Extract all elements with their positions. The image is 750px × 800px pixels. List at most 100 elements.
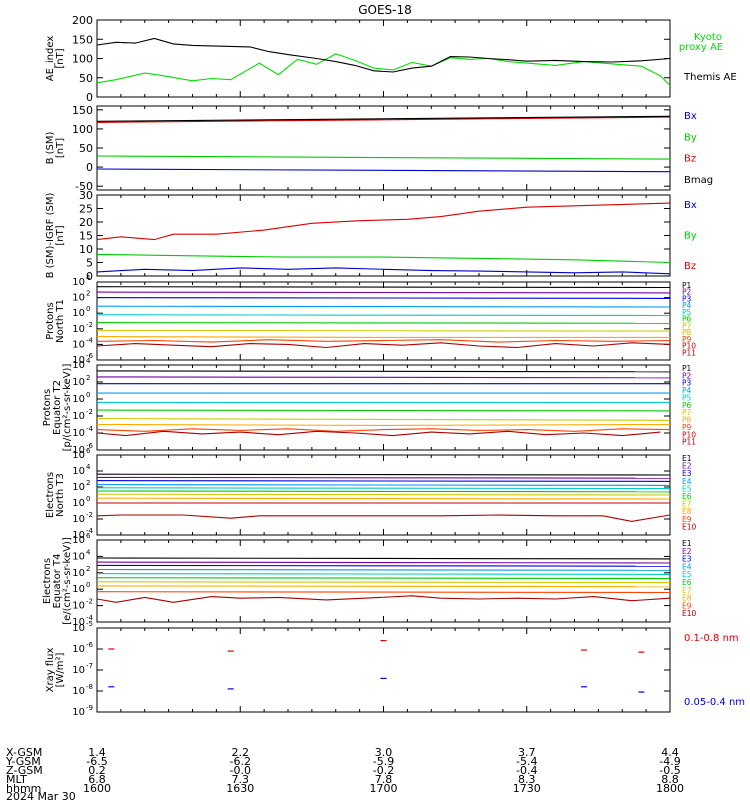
y-tick-label: 15 <box>79 230 93 243</box>
x-axis-info: X-GSM Y-GSM Z-GSM MLT hhmm 2024 Mar 30 1… <box>5 746 684 800</box>
y-axis-label: [nT] <box>55 225 66 245</box>
x-value: 4.4 <box>661 746 679 759</box>
legend-entry: E9 <box>682 515 692 524</box>
y-tick-label: 10 <box>72 568 85 579</box>
panel-frame <box>96 19 671 98</box>
legend-entry: P10 <box>682 342 696 351</box>
y-tick-label: 0 <box>86 91 93 104</box>
y-axis-label: B (SM) <box>45 131 56 164</box>
series-E7 <box>97 581 670 584</box>
legend-entry: E7 <box>682 586 692 595</box>
legend-entry: P9 <box>682 423 692 432</box>
y-tick-label: 10 <box>72 360 85 371</box>
y-tick-exponent: -8 <box>86 683 93 691</box>
series-Bx <box>97 267 670 275</box>
y-tick-exponent: 4 <box>86 274 91 282</box>
legend-entry: Bx <box>684 111 697 122</box>
y-axis-label: [W/m²] <box>55 652 66 687</box>
y-tick-label: 10 <box>72 535 85 546</box>
x-axis-values: 1.4-6.50.26.816002.2-6.2-0.07.316303.0-5… <box>83 746 684 795</box>
y-tick-exponent: -4 <box>86 527 94 535</box>
x-row-label-mlt: MLT <box>6 773 27 786</box>
y-tick-exponent: 0 <box>86 581 90 589</box>
y-tick-label: 10 <box>72 277 85 288</box>
y-tick-exponent: -2 <box>86 598 93 606</box>
y-tick-label: 200 <box>72 14 93 27</box>
series-P9 <box>97 428 670 432</box>
legend-entry: E8 <box>682 507 692 516</box>
legend-entry: P6 <box>682 401 692 410</box>
series-P2 <box>97 376 670 379</box>
series-E9 <box>97 591 670 594</box>
x-value: 1600 <box>83 782 111 795</box>
panel-frame <box>96 281 671 361</box>
y-tick-label: 50 <box>79 72 93 85</box>
series-E8 <box>97 585 670 588</box>
y-tick-exponent: -2 <box>86 511 93 519</box>
y-tick-exponent: -7 <box>86 662 93 670</box>
y-tick-exponent: 2 <box>86 565 90 573</box>
series-E5 <box>97 573 670 575</box>
y-axis-label: Equator T4 <box>52 554 63 609</box>
chart-title: GOES-18 <box>358 3 412 17</box>
y-tick-label: 10 <box>72 355 85 366</box>
series-E4 <box>97 484 670 486</box>
legend-entry: P5 <box>682 308 692 317</box>
y-tick-exponent: -4 <box>86 336 94 344</box>
legend: Bx By Bz Bmag <box>684 111 713 186</box>
series-E3 <box>97 564 670 567</box>
y-tick-label: 50 <box>79 142 93 155</box>
series-E10 <box>97 514 670 522</box>
legend-entry: E3 <box>682 469 692 478</box>
x-value: 2.2 <box>232 746 250 759</box>
x-value: 1800 <box>656 782 684 795</box>
legend-entry: P8 <box>682 416 692 425</box>
y-axis-label: B (SM)-IGRF (SM) <box>45 193 56 279</box>
x-row-label-hhmm: hhmm <box>6 782 41 795</box>
legend-entry: P7 <box>682 321 692 330</box>
x-value: -4.9 <box>659 755 680 768</box>
legend-entry: P2 <box>682 371 692 380</box>
panel-frame <box>96 194 671 277</box>
x-row-label-zgsm: Z-GSM <box>6 764 43 777</box>
x-value: 7.3 <box>232 773 250 786</box>
legend-entry: Bz <box>684 261 696 272</box>
y-tick-label: 10 <box>72 324 85 335</box>
y-tick-label: 10 <box>72 450 85 461</box>
series-P1 <box>97 286 670 289</box>
y-tick-exponent: 4 <box>86 463 91 471</box>
x-value: 1700 <box>370 782 398 795</box>
panel-frame <box>96 539 671 623</box>
series-group <box>97 37 670 86</box>
series-group <box>97 557 670 603</box>
legend-entry: P7 <box>682 408 692 417</box>
x-value: -6.2 <box>230 755 251 768</box>
y-tick-label: 150 <box>72 104 93 117</box>
legend-entry: P2 <box>682 288 692 297</box>
y-tick-exponent: 0 <box>86 495 90 503</box>
legend-entry: P4 <box>682 301 692 310</box>
legend-entry: 0.05-0.4 nm <box>684 697 745 708</box>
series-group <box>97 202 670 275</box>
series-P7 <box>97 329 670 332</box>
y-axis-label: [e/(cm²-s-sr-keV)] <box>62 537 73 625</box>
y-tick-exponent: 6 <box>86 532 91 540</box>
series-P10 <box>97 342 670 349</box>
legend-entry: By <box>684 231 697 242</box>
series-E2 <box>97 561 670 564</box>
series-E6 <box>97 490 670 493</box>
y-tick-label: 10 <box>72 514 85 525</box>
series-E4 <box>97 568 670 571</box>
y-tick-exponent: 4 <box>86 548 91 556</box>
legend-entry: E9 <box>682 601 692 610</box>
y-tick-label: 10 <box>72 530 85 541</box>
